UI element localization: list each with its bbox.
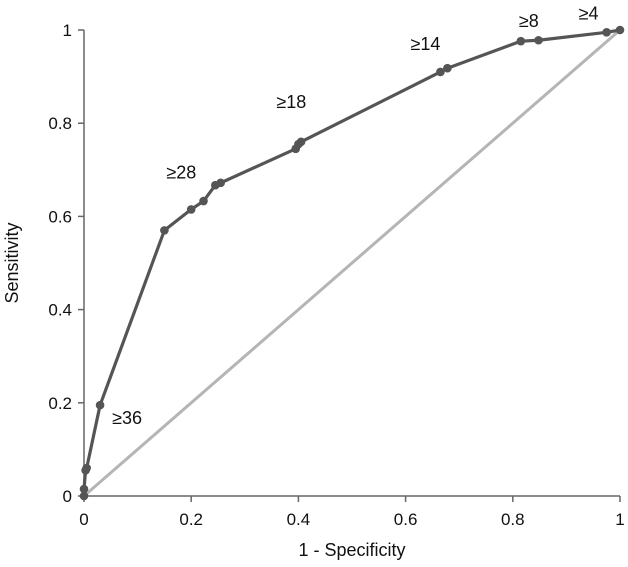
x-tick-label: 0.6 [394,510,418,529]
x-tick-label: 1 [615,510,624,529]
threshold-annotation: ≥28 [166,162,196,182]
roc-data-point [160,226,169,235]
y-tick-label: 0.6 [48,207,72,226]
data-points [79,25,625,501]
roc-data-point [95,400,105,410]
roc-data-point [199,196,208,206]
y-tick-label: 0.4 [48,301,72,320]
y-tick-label: 1 [63,21,72,40]
roc-data-point [602,28,611,37]
reference-diagonal-line [82,28,622,498]
y-tick-label: 0 [63,487,72,506]
threshold-annotation: ≥36 [112,408,142,428]
y-axis-title: Sensitivity [2,222,22,303]
threshold-annotation: ≥14 [410,34,440,54]
roc-data-point [296,137,306,147]
roc-data-point [216,178,225,188]
series-lines [82,28,622,498]
x-axis-title: 1 - Specificity [298,540,405,560]
x-tick-label: 0.2 [179,510,203,529]
x-tick-label: 0 [79,510,88,529]
roc-data-point [186,205,196,214]
roc-data-point [534,35,543,45]
roc-data-point [516,36,526,46]
y-tick-label: 0.8 [48,114,72,133]
axes [83,30,620,497]
threshold-annotation: ≥4 [579,3,599,23]
roc-data-point [79,491,89,501]
tick-labels: 0 0.2 0.4 0.6 0.8 1 0 0.2 0.4 0.6 0.8 1 [48,21,624,529]
threshold-annotations: ≥36 ≥28 ≥18 ≥14 ≥8 ≥4 [112,3,598,428]
threshold-annotation: ≥8 [519,11,539,31]
x-tick-label: 0.8 [501,510,525,529]
y-tick-label: 0.2 [48,394,72,413]
roc-data-point [79,484,89,494]
x-tick-label: 0.4 [287,510,311,529]
tick-marks [78,29,621,502]
roc-data-point [436,67,445,77]
roc-data-point [443,63,452,73]
threshold-annotation: ≥18 [276,92,306,112]
roc-data-point [82,463,91,473]
roc-data-point [615,25,625,35]
